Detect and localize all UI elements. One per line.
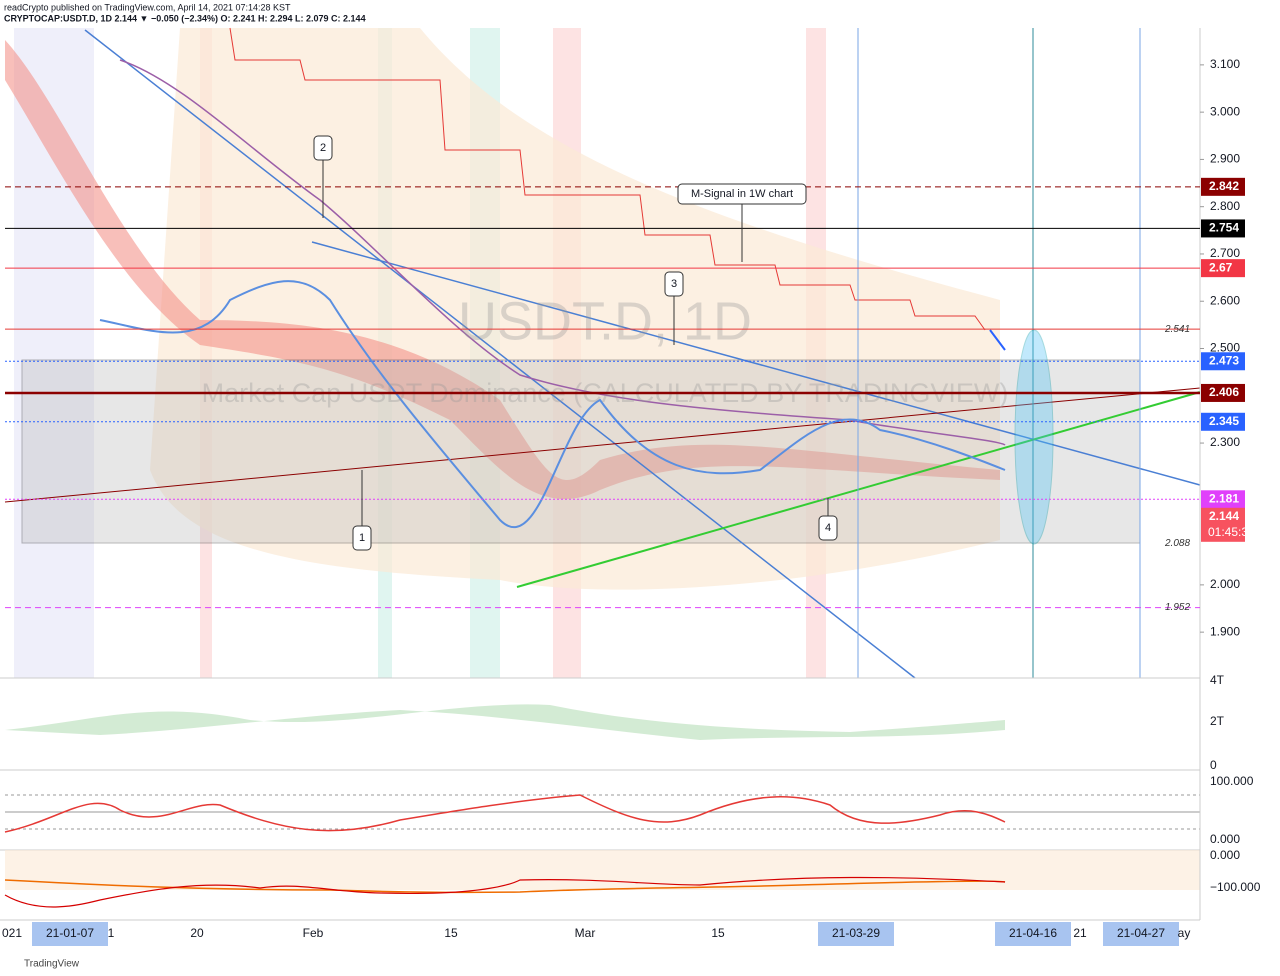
indicator-tick-label: −100.000	[1210, 880, 1261, 894]
indicator-tick-label: 0.000	[1210, 832, 1240, 846]
trend-line	[84, 29, 916, 679]
ribbon	[5, 40, 1000, 500]
symbol-line: CRYPTOCAP:USDT.D, 1D 2.144 ▼ −0.050 (−2.…	[4, 13, 366, 23]
plot-decoration	[4, 27, 1201, 679]
publish-line: readCrypto published on TradingView.com,…	[4, 2, 291, 12]
price-badge-label: 2.181	[1209, 491, 1239, 505]
m-signal	[229, 27, 986, 331]
price-badge-label: 2.406	[1209, 385, 1239, 399]
indicator-tick-label: 0.000	[1210, 848, 1240, 862]
callout-box	[352, 525, 372, 551]
panes	[0, 677, 1200, 908]
price-badge	[1201, 219, 1245, 238]
callout-text: M-Signal in 1W chart	[691, 188, 793, 200]
callout-box	[664, 271, 684, 297]
price-badge	[1201, 352, 1245, 371]
price-tick-label: 3.100	[1210, 57, 1240, 71]
m-signal-end	[989, 329, 1006, 351]
time-badge	[32, 922, 108, 946]
time-tick-label: 20	[190, 926, 204, 940]
callout-box	[313, 135, 333, 161]
time-tick-label: 15	[711, 926, 725, 940]
price-badge-label: 2.144	[1209, 509, 1239, 523]
time-badge	[995, 922, 1071, 946]
price-badge-label: 2.345	[1209, 414, 1239, 428]
time-tick-label: 21-01-07	[46, 926, 94, 940]
time-tick-label: 1	[108, 926, 115, 940]
trend-line	[311, 241, 1201, 486]
price-badge	[1201, 177, 1245, 196]
cloud	[5, 850, 1200, 890]
moving-average	[99, 280, 1006, 529]
price-badge-label: 2.67	[1209, 260, 1233, 274]
callout-text: 3	[671, 278, 677, 290]
oscillator	[4, 876, 1006, 908]
price-tick-label: 1.900	[1210, 624, 1240, 638]
level-label: 2.541	[1164, 324, 1190, 335]
time-tick-label: Feb	[303, 926, 324, 940]
indicator-tick-label: 0	[1210, 758, 1217, 772]
price-badge	[1201, 412, 1245, 431]
time-badge	[1103, 922, 1179, 946]
signal-line	[4, 879, 1006, 894]
time-badge	[818, 922, 894, 946]
indicator-tick-label: 100.000	[1210, 774, 1254, 788]
level-label: 1.952	[1165, 602, 1190, 613]
price-tick-label: 2.500	[1210, 341, 1240, 355]
level-label: 2.088	[1164, 538, 1190, 549]
footer: TradingView	[24, 959, 80, 970]
time-tick-label: 15	[444, 926, 458, 940]
price-badge	[1201, 507, 1245, 542]
trend-line	[4, 387, 1201, 503]
callout-text: 2	[320, 142, 326, 154]
countdown: 01:45:33	[1208, 525, 1255, 539]
price-tick-label: 2.000	[1210, 577, 1240, 591]
indicator-tick-label: 4T	[1210, 673, 1225, 687]
price-badge	[1201, 383, 1245, 402]
callout-box	[818, 515, 838, 541]
price-badge-label: 2.842	[1209, 179, 1239, 193]
oscillator	[4, 794, 1006, 833]
callout-text: 4	[825, 522, 831, 534]
callout-text: 1	[359, 532, 365, 544]
price-badge-label: 2.754	[1209, 221, 1239, 235]
price-badge-label: 2.473	[1209, 353, 1239, 367]
time-tick-label: 21	[1073, 926, 1087, 940]
price-tick-label: 2.600	[1210, 293, 1240, 307]
price-tick-label: 2.900	[1210, 152, 1240, 166]
callout-box	[677, 183, 807, 205]
time-tick-label: 21-04-16	[1009, 926, 1057, 940]
moving-average	[119, 59, 1006, 446]
price-badge	[1201, 259, 1245, 278]
price-tick-label: 2.700	[1210, 246, 1240, 260]
price-tick-label: 2.800	[1210, 199, 1240, 213]
watermark-symbol: USDT.D, 1D	[458, 291, 752, 351]
time-tick-label: Mar	[575, 926, 596, 940]
time-tick-label: 21-04-27	[1117, 926, 1165, 940]
price-tick-label: 3.000	[1210, 104, 1240, 118]
time-tick-label: 21-03-29	[832, 926, 880, 940]
price-badge	[1201, 490, 1245, 509]
target-ellipse	[1014, 329, 1054, 545]
time-tick-label: ay	[1178, 926, 1191, 940]
indicator-tick-label: 2T	[1210, 714, 1225, 728]
price-tick-label: 2.300	[1210, 435, 1240, 449]
time-tick-label: 021	[2, 926, 22, 940]
cloud	[5, 704, 1005, 740]
